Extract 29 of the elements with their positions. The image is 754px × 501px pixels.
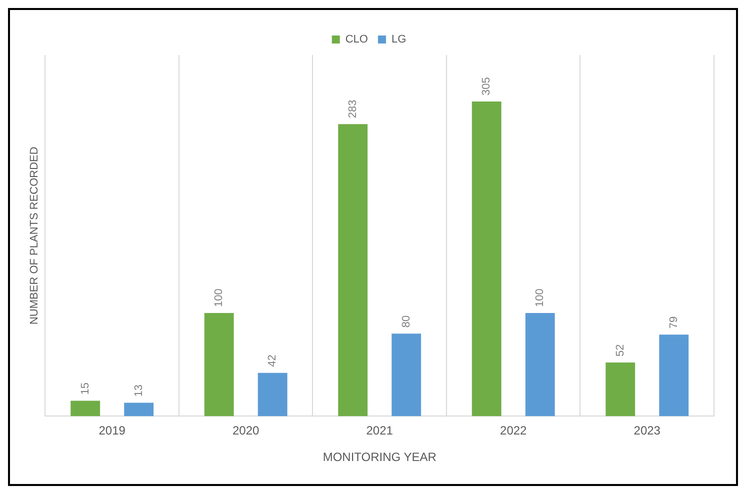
data-label: 15 [79, 382, 92, 395]
data-label: 100 [213, 288, 226, 307]
data-label: 80 [400, 315, 412, 328]
bar [70, 400, 100, 416]
x-tick-label: 2019 [98, 424, 126, 438]
x-tick-label: 2023 [634, 424, 661, 438]
x-tick-label: 2022 [500, 424, 528, 438]
x-tick-label: 2021 [366, 424, 394, 438]
bar [659, 334, 689, 416]
bar [472, 101, 502, 416]
legend-label: LG [391, 34, 406, 46]
data-label: 305 [480, 77, 493, 96]
data-label: 42 [266, 354, 279, 367]
bar [124, 402, 154, 416]
bar [525, 313, 555, 416]
data-label: 79 [668, 316, 680, 329]
bar [392, 334, 422, 416]
bar [204, 313, 234, 416]
legend-label: CLO [345, 34, 368, 46]
bar [606, 362, 636, 416]
data-label: 283 [346, 100, 359, 118]
y-axis-title: NUMBER OF PLANTS RECORDED [28, 146, 41, 325]
data-label: 13 [132, 384, 145, 397]
bar [338, 124, 368, 416]
data-label: 52 [614, 344, 626, 357]
x-tick-label: 2020 [232, 424, 260, 438]
data-label: 100 [534, 288, 546, 307]
bar [258, 372, 288, 416]
x-axis-title: MONITORING YEAR [322, 450, 437, 464]
